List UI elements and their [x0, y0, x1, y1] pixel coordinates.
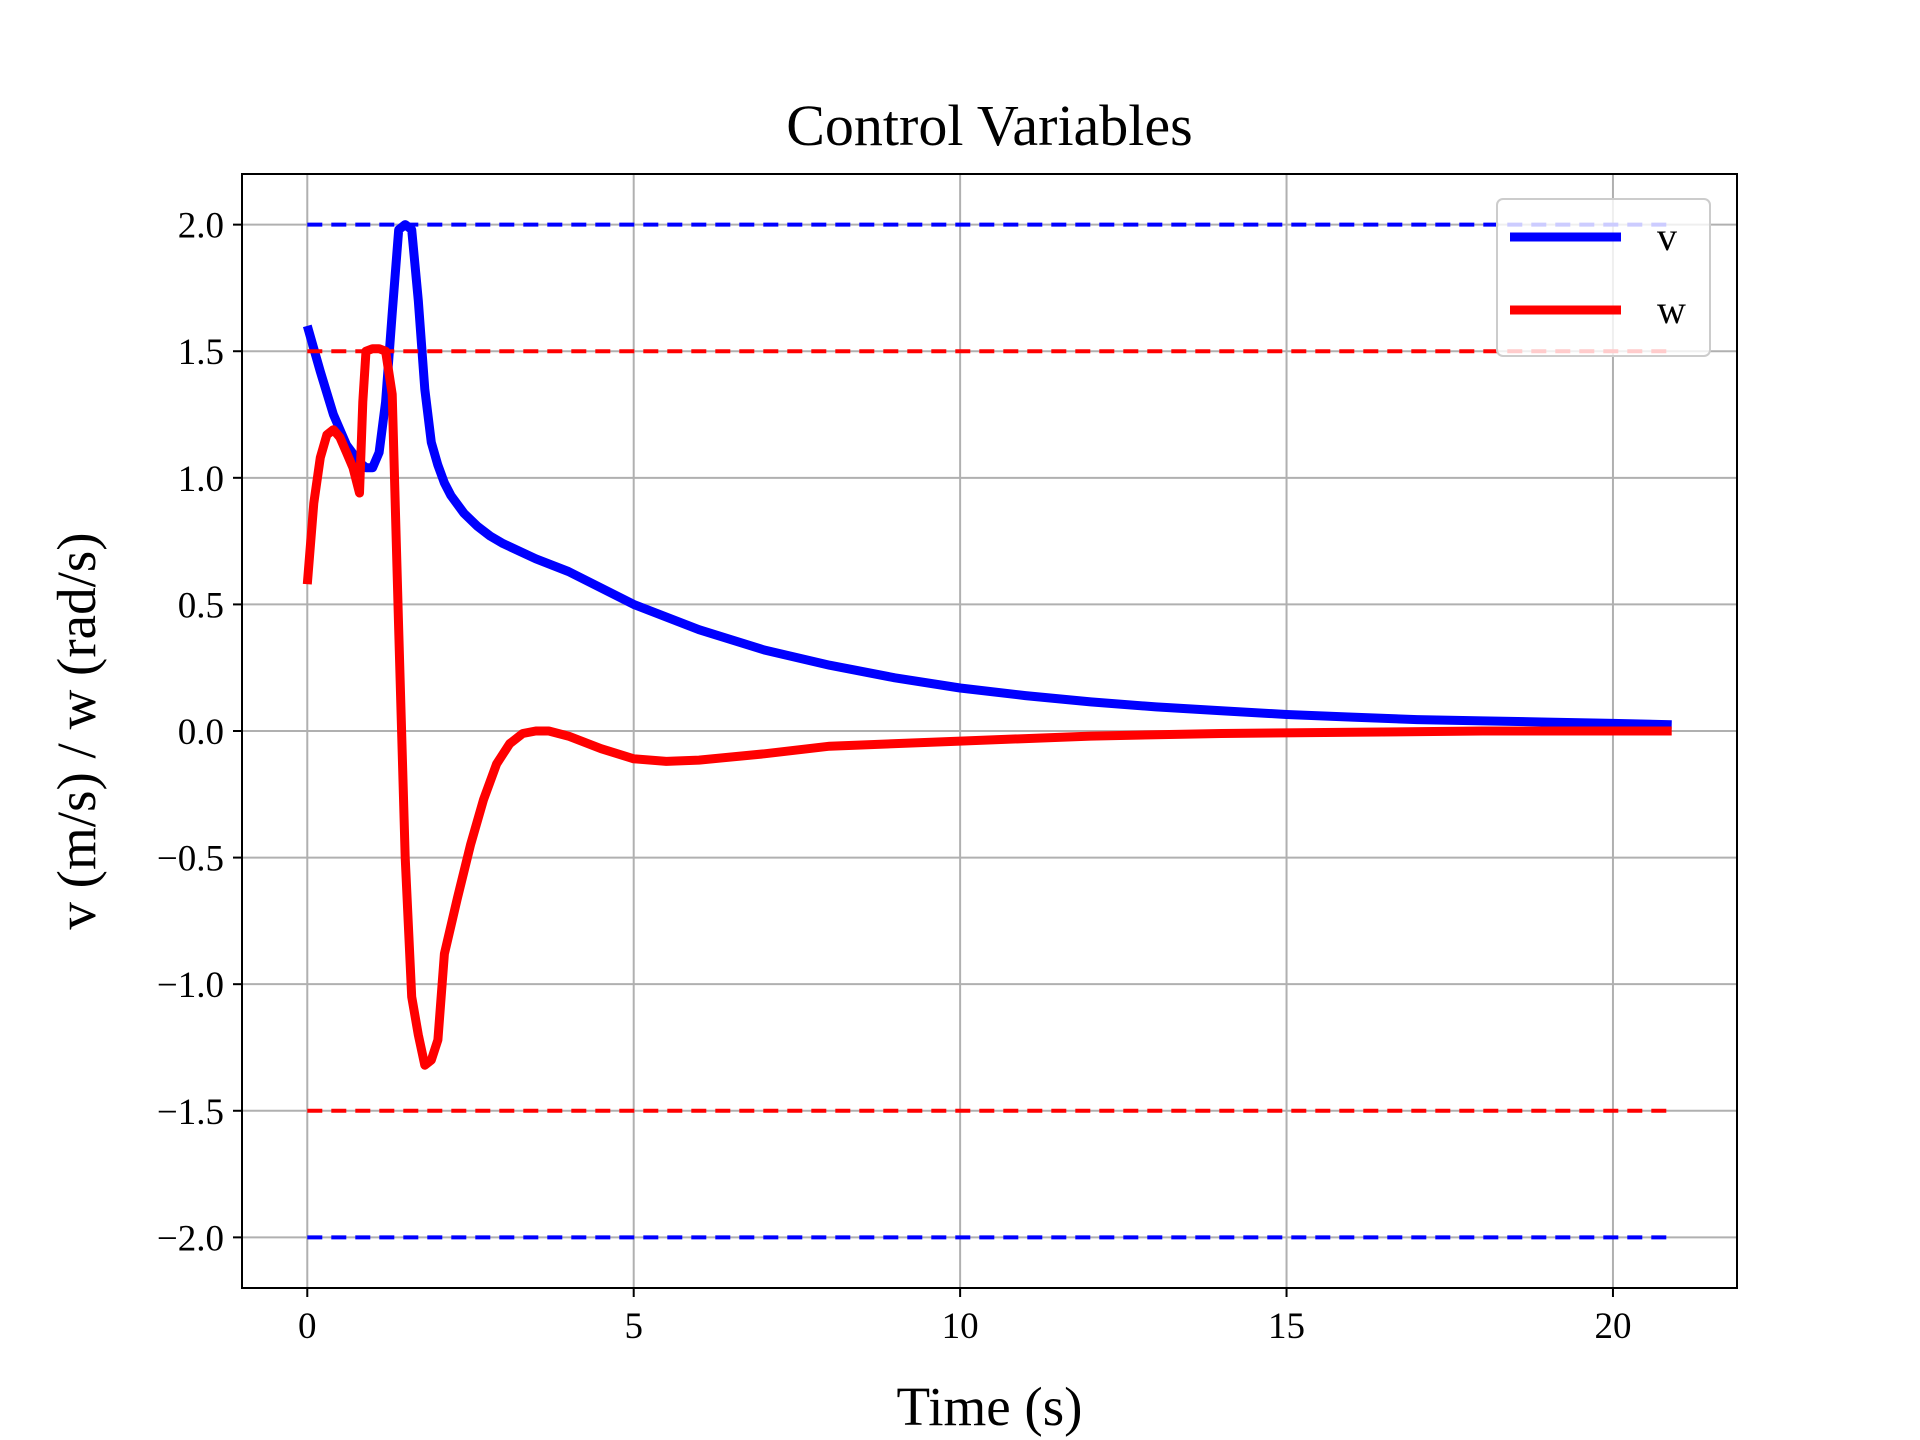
y-tick-label: 1.0: [178, 459, 224, 500]
y-tick-label: −1.0: [157, 965, 224, 1006]
series-line-w: [302, 344, 1672, 1070]
series-layer: [302, 220, 1672, 1240]
legend: vw: [1496, 198, 1711, 357]
legend-label-v: v: [1657, 214, 1677, 259]
x-tick-label: 15: [1268, 1306, 1305, 1347]
y-tick-label: 0.0: [178, 712, 224, 753]
chart-title: Control Variables: [786, 93, 1192, 158]
y-axis-title: v (m/s) / w (rad/s): [46, 532, 107, 929]
legend-box: [1496, 198, 1711, 357]
series-line-v: [302, 220, 1672, 730]
y-tick-label: −1.5: [157, 1092, 224, 1133]
y-tick-label: 2.0: [178, 206, 224, 247]
y-tick-label: −0.5: [157, 839, 224, 880]
x-tick-label: 5: [624, 1306, 643, 1347]
y-tick-label: 0.5: [178, 585, 224, 626]
x-tick-label: 0: [298, 1306, 317, 1347]
x-axis-title: Time (s): [897, 1376, 1083, 1437]
y-tick-label: −2.0: [157, 1218, 224, 1259]
x-tick-label: 20: [1594, 1306, 1631, 1347]
ticks: 0 5 10 15 20 −2.0 −1.5 −1.0 −0.5 0.0 0.5 1.0 1.5 2.0: [157, 206, 1632, 1347]
x-tick-label: 10: [942, 1306, 979, 1347]
legend-label-w: w: [1657, 287, 1686, 332]
y-tick-label: 1.5: [178, 332, 224, 373]
